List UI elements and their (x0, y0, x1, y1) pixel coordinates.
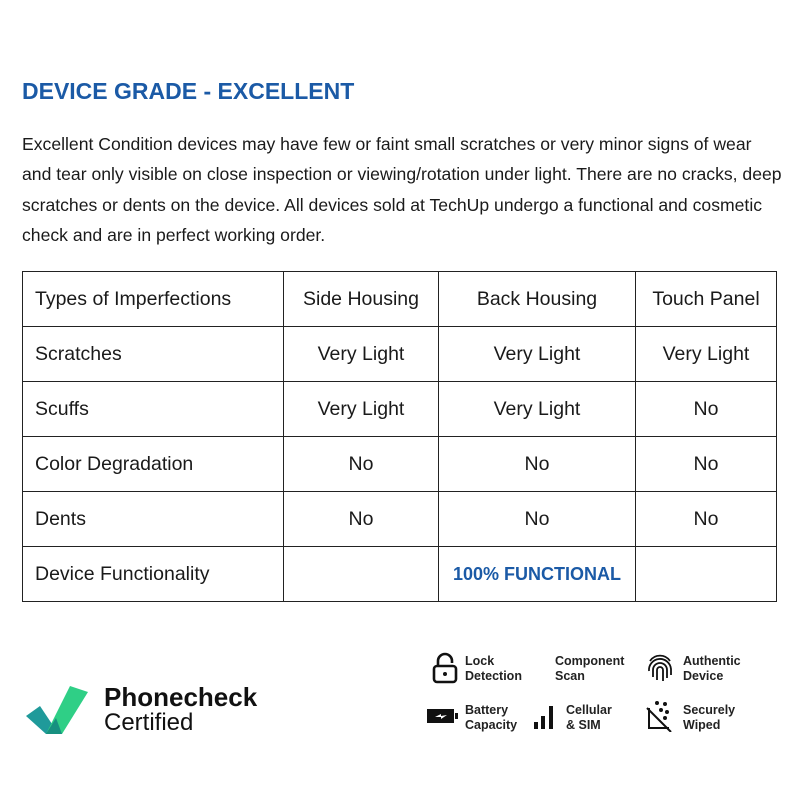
row-label: Dents (22, 491, 284, 547)
cell: No (438, 436, 636, 492)
feature-label: Scan (555, 669, 585, 683)
row-label: Color Degradation (22, 436, 284, 492)
cell: No (635, 491, 777, 547)
feature-label: Securely (683, 703, 736, 717)
battery-icon (427, 709, 458, 723)
feature-component-scan: Component Scan (555, 654, 624, 684)
page-title: DEVICE GRADE - EXCELLENT (22, 78, 355, 104)
cell: No (635, 381, 777, 437)
feature-label: Cellular (566, 703, 612, 717)
row-label: Scuffs (22, 381, 284, 437)
cell: Very Light (438, 381, 636, 437)
feature-label: Wiped (683, 718, 721, 732)
cell: Very Light (283, 326, 439, 382)
functionality-row: Device Functionality 100% FUNCTIONAL (22, 546, 777, 602)
feature-battery-capacity: Battery Capacity (465, 703, 517, 733)
table-row: Color Degradation No No No (22, 436, 777, 492)
header-cell: Side Housing (283, 271, 439, 327)
header-cell: Touch Panel (635, 271, 777, 327)
fingerprint-icon (648, 654, 672, 681)
feature-lock-detection: Lock Detection (465, 654, 522, 684)
feature-label: Capacity (465, 718, 518, 732)
header-cell: Back Housing (438, 271, 636, 327)
cell: No (438, 491, 636, 547)
cell: No (283, 436, 439, 492)
feature-cellular-sim: Cellular & SIM (566, 703, 612, 733)
phonecheck-logo: Phonecheck Certified (22, 660, 282, 750)
lock-icon (432, 652, 458, 684)
wiped-icon (646, 701, 672, 732)
table-row: Dents No No No (22, 491, 777, 547)
feature-label: Component (555, 654, 625, 668)
logo-name: Phonecheck (104, 682, 258, 712)
row-label: Scratches (22, 326, 284, 382)
checkmark-icon (26, 686, 88, 734)
cell: Very Light (283, 381, 439, 437)
feature-label: Battery (465, 703, 509, 717)
row-label: Device Functionality (22, 546, 284, 602)
feature-authentic-device: Authentic Device (683, 654, 741, 684)
feature-label: Device (683, 669, 724, 683)
feature-label: Detection (465, 669, 522, 683)
feature-securely-wiped: Securely Wiped (683, 703, 735, 733)
cell: Very Light (438, 326, 636, 382)
imperfections-table: Types of Imperfections Side Housing Back… (22, 271, 777, 602)
feature-label: Lock (465, 654, 495, 668)
table-row: Scratches Very Light Very Light Very Lig… (22, 326, 777, 382)
feature-label: & SIM (566, 718, 601, 732)
feature-label: Authentic (683, 654, 741, 668)
cell: No (283, 491, 439, 547)
header-cell: Types of Imperfections (22, 271, 284, 327)
functional-status: 100% FUNCTIONAL (438, 546, 636, 602)
table-header-row: Types of Imperfections Side Housing Back… (22, 271, 777, 327)
cell: Very Light (635, 326, 777, 382)
logo-subtitle: Certified (104, 709, 194, 736)
signal-icon (534, 706, 553, 729)
cell (635, 546, 777, 602)
grade-description: Excellent Condition devices may have few… (22, 134, 782, 245)
table-row: Scuffs Very Light Very Light No (22, 381, 777, 437)
cell (283, 546, 439, 602)
cell: No (635, 436, 777, 492)
